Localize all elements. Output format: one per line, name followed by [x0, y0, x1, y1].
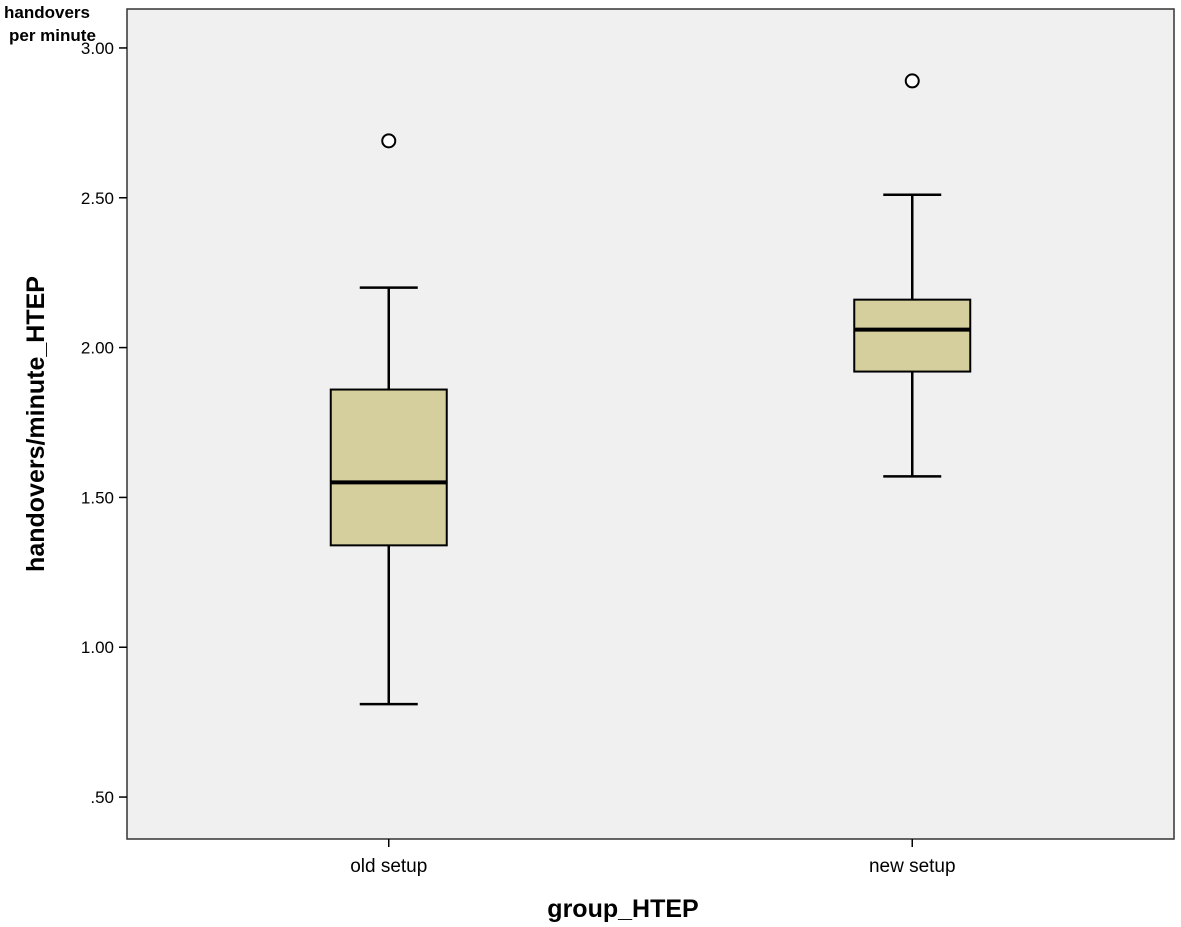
y-tick-label: 1.50: [81, 488, 114, 507]
y-tick-label: .50: [90, 788, 114, 807]
x-axis: old setup new setup: [350, 839, 956, 877]
y-axis-title: handovers/minute_HTEP: [22, 276, 50, 572]
y-tick-label: 2.00: [81, 339, 114, 358]
y-tick-label: 2.50: [81, 189, 114, 208]
corner-label-line1: handovers: [4, 3, 90, 22]
outlier-point: [904, 73, 920, 89]
plot-area: [126, 8, 1175, 840]
y-tick-label: 3.00: [81, 39, 114, 58]
iqr-box: [329, 388, 448, 547]
iqr-box: [853, 298, 972, 373]
outlier-point: [381, 133, 397, 149]
box-2: [853, 73, 972, 478]
y-tick-label: 1.00: [81, 638, 114, 657]
y-axis: .50 1.00 1.50 2.00 2.50 3.00: [81, 39, 127, 807]
x-axis-title: group_HTEP: [547, 895, 698, 923]
x-tick-label: old setup: [350, 856, 427, 877]
box-1: [329, 133, 448, 706]
box-series: [329, 73, 972, 706]
x-tick-label: new setup: [869, 856, 956, 877]
corner-label-line2: per minute: [9, 26, 96, 45]
